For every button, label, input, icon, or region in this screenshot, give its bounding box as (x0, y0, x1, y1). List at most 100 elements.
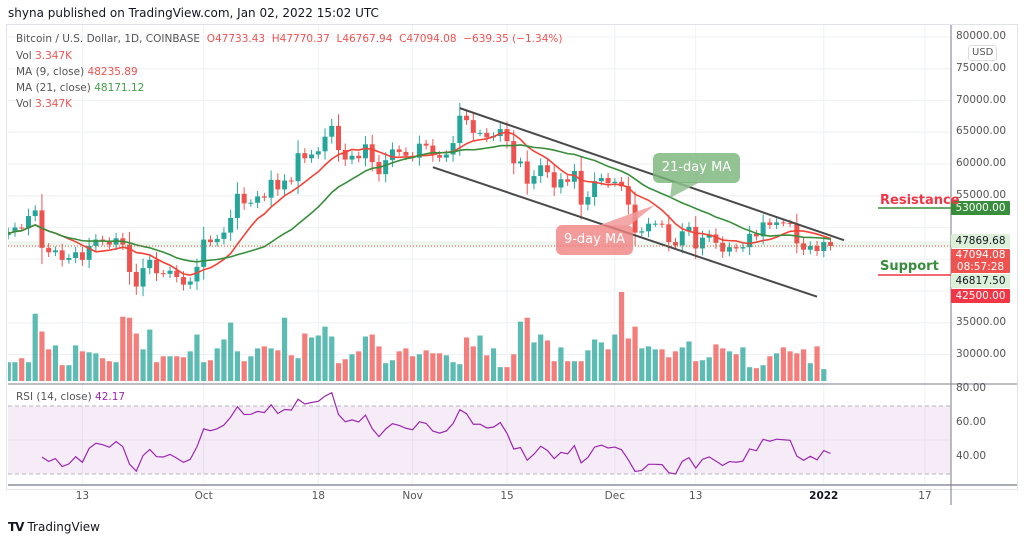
ma9-callout: 9-day MA (556, 225, 633, 255)
candle-body (25, 216, 31, 229)
candle-body (248, 202, 254, 204)
volume-bar (814, 346, 820, 381)
volume-bar (268, 348, 274, 381)
volume-bar (504, 367, 510, 381)
volume-bar (389, 360, 396, 381)
volume-bar (153, 362, 160, 381)
candle-body (336, 125, 341, 151)
volume-bar (302, 333, 308, 381)
candle-body (106, 241, 112, 245)
volume-bar (416, 354, 422, 381)
volume-bar (558, 347, 564, 381)
volume-bar (39, 331, 45, 381)
volume-bar (120, 316, 126, 381)
volume-bar (322, 326, 328, 381)
candle-body (794, 223, 800, 244)
vol2-legend[interactable]: Vol 3.347K (16, 98, 72, 110)
volume-bar (100, 358, 106, 381)
candle-body (517, 161, 523, 164)
currency-button[interactable]: USD (968, 45, 998, 61)
candle-body (389, 149, 395, 161)
candle-body (531, 176, 537, 184)
rsi-tick: 40.00 (956, 450, 987, 462)
price-tag-value: 42500.00 (955, 290, 1006, 303)
volume-bar (369, 334, 375, 381)
volume-bar (612, 334, 618, 381)
volume-bar (241, 361, 247, 381)
volume-bar (713, 344, 719, 381)
published-by: shyna published on TradingView.com, Jan … (8, 6, 379, 20)
volume-bar (167, 356, 173, 381)
candle-body (396, 149, 402, 152)
volume-bar (275, 350, 281, 381)
volume-bar (517, 321, 524, 381)
channel-trendline (459, 107, 845, 242)
candle-body (551, 172, 557, 188)
volume-bar (511, 354, 517, 381)
volume-bar (787, 351, 793, 381)
ma21-callout: 21-day MA (653, 153, 740, 183)
tradingview-logo[interactable]: TV TradingView (8, 520, 100, 534)
volume-bar (450, 362, 456, 381)
symbol-legend: Bitcoin / U.S. Dollar, 1D, COINBASE O477… (16, 33, 562, 45)
ma21-legend[interactable]: MA (21, close) 48171.12 (16, 82, 144, 94)
volume-bar (335, 363, 342, 381)
volume-bar (747, 367, 753, 381)
price-tick: 80000.00 (956, 30, 1007, 42)
ma-zone (8, 241, 951, 248)
candle-body (753, 233, 759, 237)
volume-bar (147, 329, 153, 381)
volume-bar (201, 362, 207, 381)
volume-bar (93, 353, 99, 381)
volume-bar (551, 361, 557, 381)
rsi-legend[interactable]: RSI (14, close) 42.17 (16, 391, 125, 403)
candle-body (221, 232, 227, 239)
candle-body (52, 250, 58, 253)
volume-bar (760, 365, 766, 381)
candle-body (403, 151, 409, 156)
candle-body (430, 145, 436, 156)
ohlc-low: L46767.94 (336, 33, 393, 45)
volume-bar (821, 369, 827, 381)
volume-bar (605, 349, 611, 381)
volume-bar (410, 356, 416, 381)
symbol-name[interactable]: Bitcoin / U.S. Dollar, 1D, COINBASE (16, 33, 201, 45)
vol-legend[interactable]: Vol 3.347K (16, 50, 72, 62)
candle-body (652, 223, 658, 225)
volume-bar (295, 358, 301, 381)
candle-body (302, 153, 308, 159)
candle-body (214, 238, 220, 243)
candle-body (612, 181, 618, 184)
time-tick: Oct (194, 490, 213, 502)
price-tag-value: 46817.50 (955, 275, 1006, 288)
ma21-callout-pointer (670, 182, 700, 198)
volume-bar (538, 334, 544, 381)
candle-body (740, 247, 746, 249)
price-tag: 47869.68 (951, 234, 1010, 249)
ma21-value: 48171.12 (94, 82, 145, 94)
candle-body (201, 239, 207, 267)
time-tick: 18 (311, 490, 325, 502)
ma9-legend[interactable]: MA (9, close) 48235.89 (16, 66, 138, 78)
vol-label: Vol (16, 50, 32, 62)
volume-bar (666, 357, 672, 381)
candle-body (484, 132, 490, 138)
volume-bar (73, 345, 79, 381)
candle-body (801, 243, 807, 250)
volume-bar (221, 339, 227, 381)
volume-bars (8, 292, 827, 381)
candle-body (673, 242, 678, 246)
tv-logo-icon: TV (8, 520, 25, 534)
candle-body (639, 231, 645, 233)
candle-body (59, 250, 65, 260)
volume-bar (740, 347, 746, 381)
price-tick: 35000.00 (956, 315, 1007, 328)
volume-bar (807, 363, 813, 381)
volume-bar (524, 317, 530, 381)
volume-bar (484, 355, 490, 381)
volume-bar (753, 368, 759, 381)
time-tick: 13 (689, 490, 703, 502)
candle-body (342, 150, 348, 160)
volume-bar (52, 345, 59, 381)
